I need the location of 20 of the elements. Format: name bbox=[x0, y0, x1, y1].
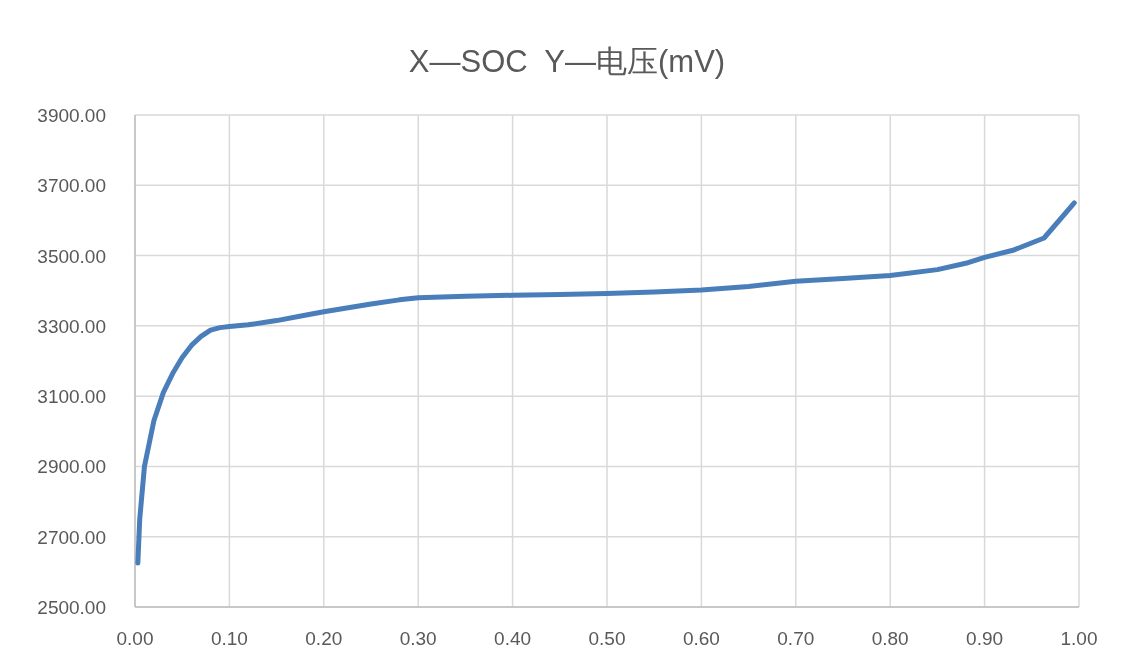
y-tick-label: 3100.00 bbox=[37, 386, 106, 408]
y-tick-label: 3700.00 bbox=[37, 175, 106, 197]
y-tick-label: 2500.00 bbox=[37, 597, 106, 618]
x-tick-label: 0.20 bbox=[305, 628, 343, 649]
x-tick-label: 0.80 bbox=[871, 628, 909, 649]
x-tick-label: 0.40 bbox=[494, 628, 532, 649]
y-tick-label: 2700.00 bbox=[37, 526, 106, 548]
y-tick-label: 3500.00 bbox=[37, 245, 106, 267]
x-tick-label: 1.00 bbox=[1060, 628, 1098, 649]
y-tick-label: 2900.00 bbox=[37, 456, 106, 478]
x-tick-label: 0.00 bbox=[116, 628, 154, 649]
x-tick-label: 0.30 bbox=[399, 628, 437, 649]
x-tick-label: 0.90 bbox=[966, 628, 1004, 649]
x-tick-label: 0.50 bbox=[588, 628, 626, 649]
y-tick-label: 3900.00 bbox=[37, 105, 106, 126]
y-tick-label: 3300.00 bbox=[37, 315, 106, 337]
x-tick-label: 0.60 bbox=[682, 628, 720, 649]
x-tick-label: 0.70 bbox=[777, 628, 815, 649]
chart-title: X—SOC Y—电压(mV) bbox=[408, 44, 726, 79]
x-tick-label: 0.10 bbox=[210, 628, 248, 649]
